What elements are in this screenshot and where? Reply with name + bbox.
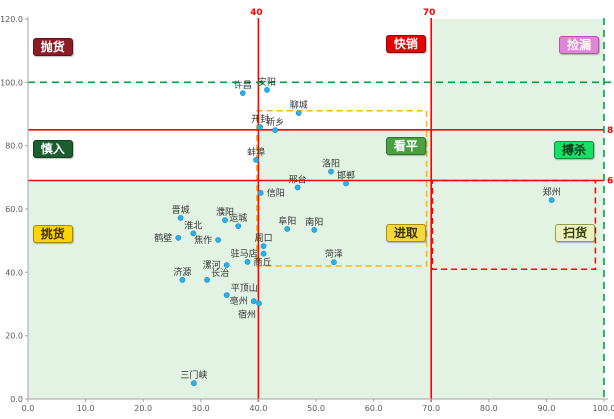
data-point	[284, 226, 291, 232]
data-point	[330, 259, 337, 266]
threshold-label-y-69: 69	[607, 177, 614, 187]
y-axis-tick-label: 40.0	[5, 268, 23, 277]
data-point-label: 菏泽	[325, 249, 343, 260]
x-axis-tick-label: 50.0	[307, 404, 325, 413]
data-point-label: 邢台	[289, 174, 307, 186]
data-point-label: 阜阳	[278, 215, 296, 227]
data-point	[222, 217, 228, 223]
threshold-label-x-40: 40	[250, 8, 263, 18]
y-axis-tick-label: 100.0	[0, 78, 23, 87]
data-point	[311, 226, 318, 233]
orange-dashed-box	[255, 110, 428, 267]
data-point-label: 运城	[229, 213, 247, 224]
data-point-label: 洛阳	[322, 158, 340, 170]
y-axis-tick-label: 20.0	[5, 332, 23, 341]
data-point-label: 平顶山	[231, 283, 258, 294]
data-point-label: 长治	[211, 267, 229, 279]
data-point-label: 周口	[255, 233, 273, 244]
threshold-label-y-85: 85	[607, 126, 614, 136]
x-axis-tick-label: 10.0	[77, 404, 95, 413]
data-point-label: 许昌	[234, 79, 252, 91]
data-point	[256, 300, 262, 307]
data-point-label: 开封	[251, 113, 269, 125]
data-point	[257, 189, 264, 196]
data-point	[223, 292, 230, 298]
data-point	[548, 197, 555, 203]
x-axis-tick-label: 0.0	[22, 404, 35, 413]
data-point	[244, 258, 251, 265]
data-point-label: 漯河	[203, 259, 221, 271]
data-point	[215, 237, 221, 243]
data-point	[253, 156, 259, 163]
data-point-label: 蚌埠	[247, 146, 265, 158]
data-point-label: 驻马店	[231, 248, 258, 260]
y-axis-tick-label: 80.0	[5, 142, 23, 151]
data-point-label: 安阳	[258, 76, 276, 88]
data-point	[190, 380, 197, 387]
data-point-label: 郑州	[543, 186, 561, 198]
data-point-label: 濮阳	[216, 206, 234, 218]
y-axis-tick-label: 60.0	[5, 205, 23, 214]
x-axis-tick-label: 20.0	[134, 404, 152, 413]
data-point	[177, 214, 184, 221]
data-point-label: 商丘	[254, 256, 272, 268]
x-axis-tick-label: 80.0	[480, 404, 498, 413]
region-green-middle-column	[258, 129, 432, 400]
data-point	[264, 87, 270, 93]
region-green-right-column	[431, 19, 604, 399]
data-point-label: 聊城	[290, 99, 308, 111]
data-point	[343, 180, 349, 187]
data-point-label: 淮北	[184, 220, 202, 231]
data-point-label: 亳州	[230, 295, 248, 307]
data-point-label: 三门峡	[180, 369, 207, 381]
data-point-label: 宿州	[238, 308, 256, 320]
x-axis-tick-label: 60.0	[365, 404, 383, 413]
y-axis-tick-label: 120.0	[0, 15, 23, 24]
data-point	[223, 262, 230, 268]
x-axis-tick-label: 40.0	[249, 404, 267, 413]
data-point-label: 邯郸	[337, 169, 355, 181]
data-point	[190, 230, 197, 237]
data-point	[294, 184, 301, 191]
data-point-label: 焦作	[194, 234, 212, 246]
y-axis-tick-label: 0.0	[10, 395, 23, 404]
data-point	[204, 276, 210, 283]
data-point	[260, 250, 267, 257]
x-axis-tick-label: 100.0	[593, 404, 614, 413]
data-point-label: 信阳	[267, 187, 285, 199]
data-point	[250, 298, 257, 305]
data-point-label: 鹤壁	[154, 232, 172, 244]
data-point	[260, 243, 267, 249]
data-point	[295, 110, 302, 116]
data-point-label: 晋城	[172, 205, 190, 216]
data-point	[257, 124, 263, 130]
data-point	[272, 127, 278, 134]
data-point-label: 南阳	[305, 216, 323, 228]
x-axis-tick-label: 90.0	[537, 404, 555, 413]
x-axis-tick-label: 30.0	[192, 404, 210, 413]
x-axis-tick-label: 70.0	[422, 404, 440, 413]
data-point	[328, 168, 334, 175]
data-point	[239, 90, 246, 96]
data-point	[235, 223, 242, 229]
data-point	[179, 276, 186, 283]
data-point-label: 济源	[173, 266, 191, 278]
data-point	[175, 234, 182, 241]
region-green-left-column	[28, 180, 259, 399]
data-point-label: 新乡	[266, 116, 284, 128]
threshold-label-x-70: 70	[423, 8, 436, 18]
